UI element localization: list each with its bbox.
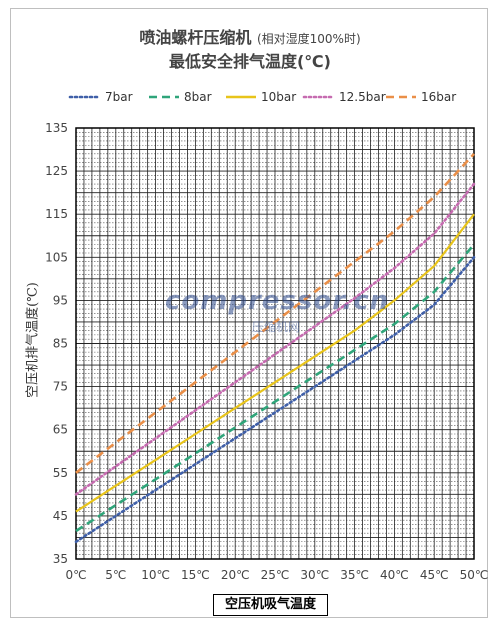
y-tick-label: 75 (53, 380, 68, 394)
legend-label-10bar: 10bar (261, 90, 296, 104)
y-tick-label: 45 (53, 509, 68, 523)
x-tick-label: 45℃ (420, 568, 449, 582)
y-tick-label: 135 (45, 121, 68, 135)
legend-label-16bar: 16bar (421, 90, 456, 104)
chart-frame (10, 8, 488, 618)
legend-label-7bar: 7bar (105, 90, 133, 104)
chart-title: 喷油螺杆压缩机 (相对湿度100%时) (0, 24, 500, 48)
y-tick-label: 115 (45, 207, 68, 221)
x-tick-label: 50℃ (460, 568, 489, 582)
x-tick-label: 20℃ (221, 568, 250, 582)
x-tick-label: 40℃ (380, 568, 409, 582)
y-axis-label: 空压机排气温度(℃) (25, 282, 41, 398)
series-line-12.5bar (74, 182, 476, 496)
x-tick-label: 5℃ (105, 568, 126, 582)
y-tick-label: 35 (53, 552, 68, 566)
y-tick-label: 125 (45, 164, 68, 178)
y-tick-label: 65 (53, 423, 68, 437)
y-tick-label: 55 (53, 466, 68, 480)
x-tick-label: 10℃ (141, 568, 170, 582)
watermark-logo: compressor.cn (165, 286, 390, 316)
plot-area-border (75, 127, 475, 560)
chart-subtitle: 最低安全排气温度(℃) (168, 52, 331, 71)
title-main: 喷油螺杆压缩机 (139, 28, 252, 47)
x-tick-label: 30℃ (300, 568, 329, 582)
x-axis-label: 空压机吸气温度 (213, 594, 328, 616)
x-tick-label: 15℃ (181, 568, 210, 582)
series-line-7bar (74, 256, 476, 544)
y-tick-label: 105 (45, 250, 68, 264)
y-tick-label: 85 (53, 337, 68, 351)
legend-label-8bar: 8bar (184, 90, 212, 104)
x-tick-label: 25℃ (261, 568, 290, 582)
series-line-8bar (75, 243, 475, 533)
legend-label-12.5bar: 12.5bar (339, 90, 386, 104)
series-line-16bar (75, 153, 475, 474)
series-line-10bar (75, 213, 475, 513)
watermark-subtext: 压缩机网 (252, 320, 301, 334)
x-tick-label: 35℃ (340, 568, 369, 582)
title-note: (相对湿度100%时) (256, 32, 361, 46)
y-tick-label: 95 (53, 293, 68, 307)
x-tick-label: 0℃ (65, 568, 86, 582)
